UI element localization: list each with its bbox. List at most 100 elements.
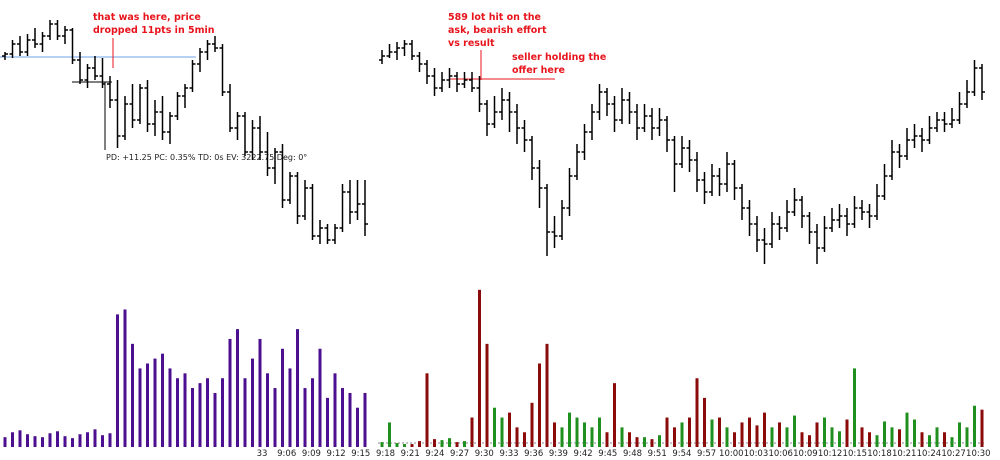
volume-bar xyxy=(613,383,616,447)
annotation: 589 lot hit on the xyxy=(448,12,541,23)
x-tick-label: 9:57 xyxy=(697,449,716,459)
volume-bar xyxy=(943,432,946,447)
volume-bar xyxy=(905,412,909,447)
volume-bar xyxy=(950,437,954,447)
volume-bar xyxy=(356,407,359,447)
volume-bar xyxy=(890,427,894,447)
volume-bar xyxy=(628,432,631,447)
volume-bar xyxy=(470,417,474,447)
volume-bar xyxy=(868,432,871,447)
volume-bar xyxy=(680,422,684,447)
volume-bar xyxy=(183,373,187,447)
volume-bar xyxy=(808,435,811,447)
x-tick-label: 10:18 xyxy=(867,449,892,459)
volume-bar xyxy=(875,435,879,447)
volume-bar xyxy=(688,417,691,447)
x-tick-label: 9:39 xyxy=(549,449,568,459)
volume-bar xyxy=(138,368,142,447)
x-tick-label: 10:12 xyxy=(818,449,843,459)
volume-bar xyxy=(793,415,796,447)
volume-bar xyxy=(860,427,864,447)
volume-bar xyxy=(221,378,224,447)
x-tick-label: 33 xyxy=(257,449,268,459)
volume-bar xyxy=(266,373,269,447)
volume-bar xyxy=(341,388,344,447)
x-tick-label: 9:09 xyxy=(302,449,321,459)
volume-bar xyxy=(673,427,676,447)
x-tick-label: 9:42 xyxy=(574,449,593,459)
x-tick-label: 9:24 xyxy=(425,449,444,459)
volume-bar xyxy=(958,422,961,447)
volume-bar xyxy=(440,440,444,447)
volume-bar xyxy=(296,329,299,447)
volume-bar xyxy=(740,422,744,447)
volume-bar xyxy=(755,425,759,447)
volume-bar xyxy=(176,378,179,447)
volume-bar xyxy=(3,437,7,447)
volume-bar xyxy=(920,432,924,447)
volume-bar xyxy=(191,388,194,447)
volume-bar xyxy=(965,427,969,447)
volume-bar xyxy=(433,439,436,447)
volume-bar xyxy=(395,443,399,447)
volume-bar xyxy=(78,434,82,447)
x-tick-label: 10:24 xyxy=(917,449,942,459)
volume-bar xyxy=(665,417,669,447)
volume-bar xyxy=(311,378,314,447)
volume-bar xyxy=(530,402,534,447)
volume-bar xyxy=(153,358,157,447)
volume-bar xyxy=(778,422,781,447)
volume-bar xyxy=(815,422,819,447)
x-tick-label: 10:09 xyxy=(793,449,818,459)
volume-bar xyxy=(703,397,706,447)
x-tick-label: 10:15 xyxy=(843,449,868,459)
volume-bar xyxy=(18,430,22,447)
volume-bar xyxy=(590,427,594,447)
annotation: seller holding the xyxy=(512,52,606,63)
volume-bar xyxy=(63,436,67,447)
volume-bar xyxy=(800,432,804,447)
volume-bar xyxy=(56,431,59,447)
volume-bar xyxy=(853,368,856,447)
volume-bar xyxy=(318,348,322,447)
volume-bar xyxy=(11,432,14,447)
volume-bar xyxy=(86,432,89,447)
volume-bar xyxy=(251,358,254,447)
volume-bar xyxy=(898,429,901,447)
x-tick-label: 10:03 xyxy=(744,449,769,459)
volume-bar xyxy=(545,343,549,447)
x-tick-label: 9:30 xyxy=(475,449,494,459)
volume-bar xyxy=(26,434,29,447)
volume-bar xyxy=(455,442,459,447)
volume-bar xyxy=(973,405,976,447)
annotation: dropped 11pts in 5min xyxy=(93,25,215,36)
volume-bar xyxy=(823,417,826,447)
volume-bar xyxy=(575,417,579,447)
x-tick-label: 10:06 xyxy=(768,449,793,459)
volume-bar xyxy=(553,422,556,447)
volume-bar xyxy=(363,392,367,447)
volume-bar xyxy=(258,338,262,447)
volume-bar xyxy=(116,314,119,447)
volume-bar xyxy=(410,444,414,447)
volume-bar xyxy=(236,329,239,447)
x-tick-label: 9:33 xyxy=(499,449,518,459)
volume-bar xyxy=(198,383,202,447)
volume-bar xyxy=(478,289,481,447)
annotation: that was here, price xyxy=(93,12,201,23)
volume-bar xyxy=(650,439,654,447)
x-tick-label: 9:45 xyxy=(598,449,617,459)
x-tick-label: 10:21 xyxy=(892,449,917,459)
volume-bar xyxy=(273,388,277,447)
measure-label: PD: +11.25 PC: 0.35% TD: 0s EV: 3222.75 … xyxy=(106,153,307,162)
volume-bar xyxy=(131,343,134,447)
volume-bar xyxy=(785,427,789,447)
volume-bar xyxy=(101,435,104,447)
volume-bar xyxy=(508,412,511,447)
x-tick-label: 10:00 xyxy=(719,449,744,459)
volume-bar xyxy=(33,436,37,447)
volume-bar xyxy=(515,427,519,447)
volume-bar xyxy=(980,409,984,447)
